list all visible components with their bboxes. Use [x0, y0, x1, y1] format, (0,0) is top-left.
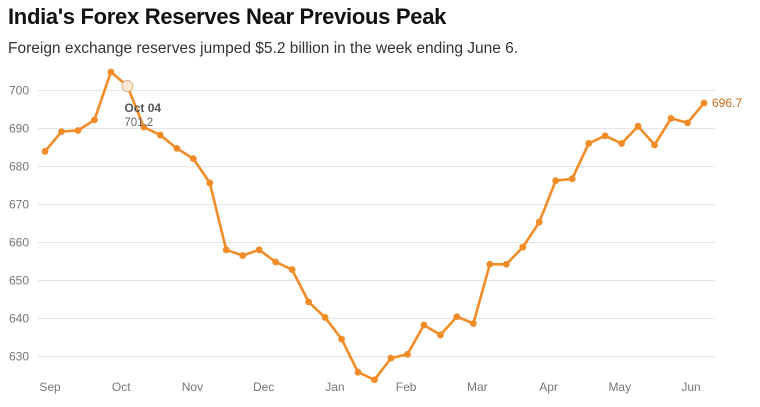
x-tick-label: Sep — [39, 380, 61, 394]
tooltip-date: Oct 04 — [124, 101, 161, 115]
y-tick-label: 630 — [9, 350, 29, 364]
data-point[interactable] — [519, 243, 527, 251]
data-point[interactable] — [585, 140, 593, 147]
data-point[interactable] — [206, 179, 214, 187]
data-point[interactable] — [255, 246, 263, 254]
y-axis-ticks: 630 640 650 660 670 680 690 700 — [9, 84, 29, 364]
data-point[interactable] — [58, 128, 65, 136]
x-tick-label: Oct — [112, 380, 131, 394]
x-tick-label: Dec — [253, 380, 274, 394]
tooltip-value: 701.2 — [124, 117, 153, 129]
x-tick-label: Apr — [539, 380, 558, 394]
data-point[interactable] — [74, 127, 82, 134]
data-point[interactable] — [338, 335, 345, 343]
data-point[interactable] — [173, 144, 181, 152]
y-tick-label: 690 — [9, 122, 29, 136]
x-tick-label: Jun — [681, 380, 700, 394]
y-tick-label: 700 — [9, 84, 29, 98]
data-point[interactable] — [239, 252, 247, 259]
data-point[interactable] — [404, 350, 411, 358]
data-point[interactable] — [189, 155, 197, 163]
data-point[interactable] — [453, 313, 461, 321]
data-point[interactable] — [156, 131, 164, 139]
data-point[interactable] — [288, 266, 296, 273]
data-point[interactable] — [700, 99, 708, 107]
data-point[interactable] — [41, 148, 49, 155]
data-point[interactable] — [321, 314, 329, 321]
x-tick-label: May — [608, 380, 631, 394]
x-tick-label: Mar — [467, 380, 488, 394]
data-point[interactable] — [469, 320, 477, 327]
hover-point-ring — [121, 80, 134, 93]
data-point[interactable] — [535, 218, 543, 226]
data-point[interactable] — [140, 123, 148, 131]
data-point[interactable] — [651, 141, 658, 149]
data-point[interactable] — [601, 132, 609, 140]
y-tick-label: 670 — [9, 198, 29, 212]
data-point[interactable] — [437, 331, 444, 339]
data-point[interactable] — [502, 260, 510, 268]
data-point[interactable] — [634, 122, 642, 130]
data-point[interactable] — [371, 376, 378, 384]
chart-subtitle: Foreign exchange reserves jumped $5.2 bi… — [8, 40, 519, 57]
gridlines — [38, 90, 715, 358]
data-point[interactable] — [552, 177, 560, 185]
data-points — [41, 68, 708, 384]
data-point[interactable] — [305, 298, 312, 306]
data-point[interactable] — [667, 114, 675, 122]
y-tick-label: 640 — [9, 312, 29, 326]
data-point[interactable] — [387, 354, 395, 362]
x-tick-label: Nov — [182, 380, 203, 394]
data-point[interactable] — [107, 68, 115, 76]
data-point[interactable] — [486, 260, 494, 268]
data-point[interactable] — [222, 246, 230, 254]
x-tick-label: Jan — [325, 380, 344, 394]
y-tick-label: 650 — [9, 274, 29, 288]
data-point[interactable] — [684, 119, 691, 127]
data-point[interactable] — [618, 140, 626, 147]
y-tick-label: 660 — [9, 236, 29, 250]
data-point[interactable] — [354, 368, 362, 376]
data-point[interactable] — [91, 116, 98, 124]
hover-tooltip: Oct 04 701.2 — [121, 80, 161, 129]
y-tick-label: 680 — [9, 160, 29, 174]
chart-title: India's Forex Reserves Near Previous Pea… — [8, 4, 447, 29]
data-point[interactable] — [568, 175, 576, 183]
data-point[interactable] — [420, 321, 428, 329]
x-axis-ticks: Sep Oct Nov Dec Jan Feb Mar Apr May Jun — [39, 380, 700, 394]
x-tick-label: Feb — [396, 380, 417, 394]
end-value-label: 696.7 — [712, 96, 742, 110]
data-point[interactable] — [272, 258, 280, 266]
